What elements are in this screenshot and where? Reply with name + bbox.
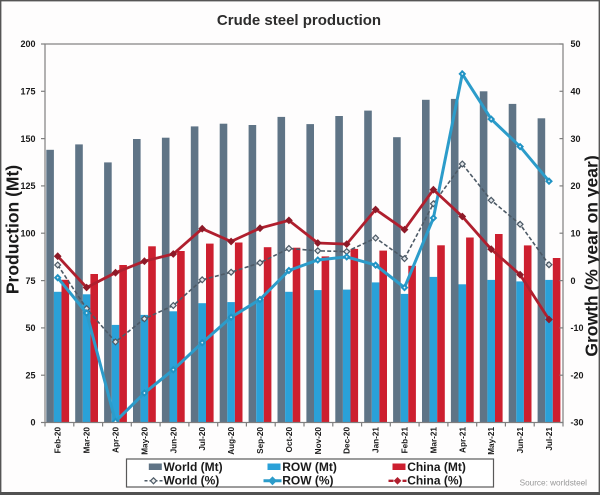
svg-text:50: 50 xyxy=(571,39,581,49)
svg-text:ROW (%): ROW (%) xyxy=(282,474,333,488)
svg-text:China (Mt): China (Mt) xyxy=(407,460,466,474)
svg-text:Jun-21: Jun-21 xyxy=(516,427,525,454)
svg-text:Production (Mt): Production (Mt) xyxy=(3,165,23,294)
svg-text:May-20: May-20 xyxy=(140,427,149,455)
svg-text:200: 200 xyxy=(20,39,35,49)
svg-text:World (Mt): World (Mt) xyxy=(164,460,223,474)
svg-text:World (%): World (%) xyxy=(164,474,220,488)
svg-text:100: 100 xyxy=(20,228,35,238)
svg-text:May-21: May-21 xyxy=(487,427,496,455)
svg-text:50: 50 xyxy=(25,323,35,333)
svg-text:ROW (Mt): ROW (Mt) xyxy=(282,460,337,474)
svg-text:20: 20 xyxy=(571,181,581,191)
svg-text:Jun-20: Jun-20 xyxy=(169,427,178,454)
svg-text:175: 175 xyxy=(20,87,35,97)
svg-text:Mar-21: Mar-21 xyxy=(429,427,438,454)
svg-text:Oct-20: Oct-20 xyxy=(285,427,294,453)
svg-text:Jul-20: Jul-20 xyxy=(198,427,207,451)
svg-text:Dec-20: Dec-20 xyxy=(343,427,352,454)
svg-text:Feb-20: Feb-20 xyxy=(54,427,63,454)
svg-text:-30: -30 xyxy=(571,418,584,428)
svg-text:Feb-21: Feb-21 xyxy=(401,427,410,454)
svg-text:75: 75 xyxy=(25,276,35,286)
svg-text:Source: worldsteel: Source: worldsteel xyxy=(520,479,588,488)
svg-text:Growth (% year on year): Growth (% year on year) xyxy=(582,155,600,356)
svg-text:25: 25 xyxy=(25,370,35,380)
svg-text:40: 40 xyxy=(571,87,581,97)
svg-text:-20: -20 xyxy=(571,370,584,380)
svg-text:China (%): China (%) xyxy=(407,474,462,488)
svg-text:Nov-20: Nov-20 xyxy=(314,427,323,455)
svg-text:30: 30 xyxy=(571,134,581,144)
svg-text:Mar-20: Mar-20 xyxy=(83,427,92,454)
svg-text:150: 150 xyxy=(20,134,35,144)
svg-text:Apr-20: Apr-20 xyxy=(112,427,121,453)
svg-text:0: 0 xyxy=(571,276,576,286)
svg-text:0: 0 xyxy=(30,418,35,428)
svg-text:Jan-21: Jan-21 xyxy=(372,427,381,453)
svg-text:125: 125 xyxy=(20,181,35,191)
svg-text:10: 10 xyxy=(571,228,581,238)
svg-text:Jul-21: Jul-21 xyxy=(545,427,554,451)
svg-text:Sep-20: Sep-20 xyxy=(256,427,265,454)
svg-text:Aug-20: Aug-20 xyxy=(227,427,236,455)
svg-text:Crude steel production: Crude steel production xyxy=(217,12,381,29)
svg-text:Apr-21: Apr-21 xyxy=(458,427,467,453)
